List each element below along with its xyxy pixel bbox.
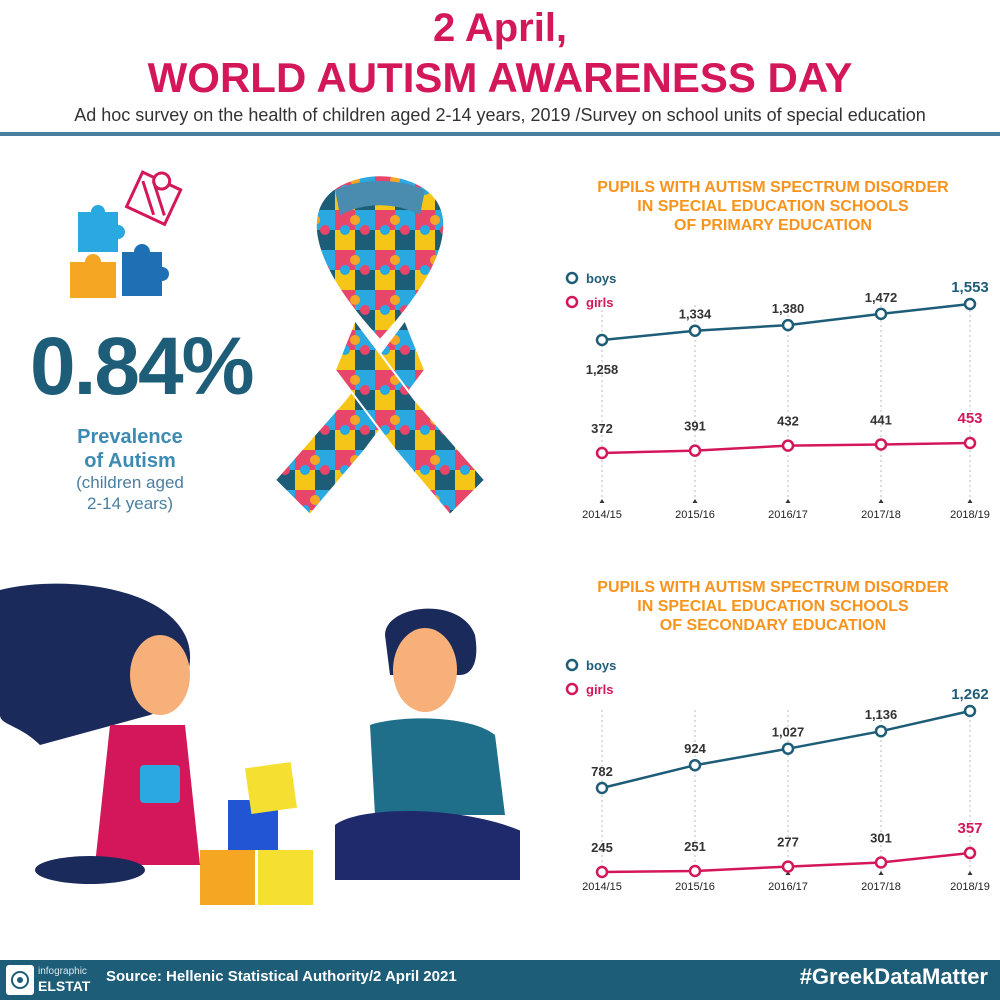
- primary-data-label-boys: 1,334: [679, 307, 712, 322]
- primary-tick-marker: [785, 499, 791, 503]
- title-date: 2 April,: [432, 6, 568, 50]
- prevalence-note-line2: 2-14 years): [87, 494, 173, 513]
- secondary-point-girls: [874, 856, 888, 869]
- secondary-legend-label-girls: girls: [586, 682, 613, 697]
- secondary-x-tick-label: 2018/19: [950, 881, 990, 893]
- secondary-point-boys: [781, 742, 795, 755]
- primary-data-label-girls: 441: [870, 412, 892, 427]
- secondary-data-label-boys: 1,262: [951, 686, 989, 703]
- primary-data-label-girls: 391: [684, 419, 706, 434]
- primary-point-boys: [781, 318, 795, 332]
- secondary-chart-title: PUPILS WITH AUTISM SPECTRUM DISORDER IN …: [543, 578, 1000, 635]
- primary-tick-marker: [967, 499, 973, 503]
- secondary-point-boys: [595, 781, 609, 795]
- primary-x-tick-label: 2015/16: [675, 509, 715, 521]
- secondary-legend-marker-boys: [565, 658, 579, 672]
- source-text: Source: Hellenic Statistical Authority/2…: [106, 968, 457, 985]
- primary-x-tick-label: 2017/18: [861, 509, 901, 521]
- primary-data-label-boys: 1,380: [772, 301, 805, 316]
- secondary-legend-label-boys: boys: [586, 658, 616, 673]
- prevalence-note: (children aged 2-14 years): [30, 472, 230, 514]
- secondary-point-boys: [688, 758, 702, 772]
- primary-chart-title-line2: IN SPECIAL EDUCATION SCHOOLS: [637, 198, 909, 215]
- primary-legend-marker-boys: [565, 271, 579, 285]
- secondary-data-label-boys: 924: [684, 741, 706, 756]
- primary-data-label-boys: 1,258: [586, 362, 619, 377]
- primary-point-boys: [963, 297, 977, 311]
- primary-legend-label-boys: boys: [586, 271, 616, 286]
- primary-x-tick-label: 2018/19: [950, 509, 990, 521]
- secondary-point-girls: [688, 864, 702, 878]
- secondary-data-label-girls: 245: [591, 840, 613, 855]
- secondary-data-label-boys: 1,136: [865, 707, 898, 722]
- primary-point-girls: [963, 436, 977, 450]
- puzzle-pieces-icon: [70, 170, 183, 298]
- primary-data-label-girls: 453: [957, 410, 982, 427]
- primary-tick-marker: [599, 499, 605, 503]
- secondary-point-girls: [595, 865, 609, 879]
- primary-legend-label-girls: girls: [586, 295, 613, 310]
- prevalence-note-line1: (children aged: [76, 473, 184, 492]
- primary-data-label-boys: 1,472: [865, 290, 898, 305]
- secondary-chart-title-line3: OF SECONDARY EDUCATION: [659, 617, 887, 634]
- logo-name: ELSTAT: [38, 978, 91, 994]
- secondary-chart-title-line2: IN SPECIAL EDUCATION SCHOOLS: [637, 598, 909, 615]
- primary-data-label-boys: 1,553: [951, 279, 989, 296]
- primary-tick-marker: [692, 499, 698, 503]
- children-playing-illustration: [0, 583, 520, 905]
- footer-bar: [0, 960, 1000, 1000]
- page-title: WORLD AUTISM AWARENESS DAY: [147, 54, 853, 101]
- header-divider: [0, 132, 1000, 136]
- prevalence-label-line2: of Autism: [84, 450, 176, 472]
- primary-point-girls: [595, 446, 609, 460]
- secondary-x-tick-label: 2016/17: [768, 881, 808, 893]
- primary-point-boys: [688, 324, 702, 337]
- secondary-data-label-girls: 357: [957, 820, 982, 837]
- primary-point-boys: [874, 307, 888, 321]
- logo-caption: infographic: [38, 966, 87, 977]
- secondary-data-label-girls: 251: [684, 839, 706, 854]
- primary-data-label-girls: 372: [591, 421, 613, 436]
- primary-data-label-girls: 432: [777, 414, 799, 429]
- secondary-data-label-boys: 782: [591, 764, 613, 779]
- secondary-tick-marker: [785, 871, 791, 875]
- prevalence-value: 0.84%: [30, 321, 255, 412]
- prevalence-label: Prevalence of Autism: [30, 425, 230, 473]
- secondary-point-girls: [781, 860, 795, 873]
- primary-x-tick-label: 2016/17: [768, 509, 808, 521]
- primary-point-girls: [781, 439, 795, 452]
- secondary-tick-marker: [967, 871, 973, 875]
- secondary-legend-marker-girls: [565, 682, 579, 696]
- secondary-data-label-girls: 277: [777, 835, 799, 850]
- secondary-chart-title-line1: PUPILS WITH AUTISM SPECTRUM DISORDER: [597, 579, 949, 596]
- subtitle: Ad hoc survey on the health of children …: [74, 105, 926, 125]
- secondary-x-tick-label: 2015/16: [675, 881, 715, 893]
- secondary-data-label-girls: 301: [870, 831, 892, 846]
- hashtag: #GreekDataMatter: [799, 964, 988, 989]
- primary-legend-marker-girls: [565, 295, 579, 309]
- secondary-point-girls: [963, 846, 977, 860]
- primary-chart-title-line3: OF PRIMARY EDUCATION: [674, 217, 872, 234]
- awareness-ribbon-icon: [273, 174, 487, 517]
- elstat-logo-icon: [6, 965, 34, 995]
- secondary-x-tick-label: 2014/15: [582, 881, 622, 893]
- secondary-x-tick-label: 2017/18: [861, 881, 901, 893]
- primary-point-girls: [688, 444, 702, 457]
- primary-tick-marker: [878, 499, 884, 503]
- secondary-education-chart: boys girls 2014/15 2015/16 2016/17 2017/18 201…: [565, 658, 990, 893]
- primary-chart-title-line1: PUPILS WITH AUTISM SPECTRUM DISORDER: [597, 179, 949, 196]
- primary-chart-title: PUPILS WITH AUTISM SPECTRUM DISORDER IN …: [543, 178, 1000, 235]
- primary-education-chart: boys girls 2014/15 2015/16 2016/17 2017/18 201…: [565, 271, 990, 521]
- primary-x-tick-label: 2014/15: [582, 509, 622, 521]
- primary-point-boys: [595, 333, 609, 347]
- secondary-tick-marker: [878, 871, 884, 875]
- prevalence-label-line1: Prevalence: [77, 426, 183, 448]
- primary-point-girls: [874, 438, 888, 451]
- secondary-point-boys: [963, 704, 977, 718]
- secondary-data-label-boys: 1,027: [772, 725, 805, 740]
- secondary-point-boys: [874, 724, 888, 738]
